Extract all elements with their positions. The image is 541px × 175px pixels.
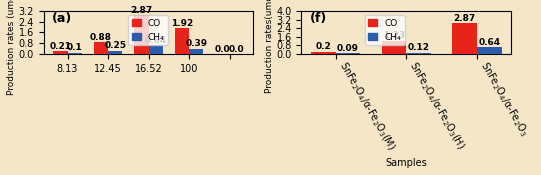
Bar — [68, 53, 82, 54]
Y-axis label: Production rates (umol/g/h): Production rates (umol/g/h) — [7, 0, 16, 95]
Bar — [406, 53, 431, 54]
Bar — [94, 42, 108, 54]
Bar — [189, 49, 203, 54]
Bar — [175, 28, 189, 54]
Text: 0.12: 0.12 — [407, 43, 430, 52]
Bar — [149, 45, 163, 54]
Text: 0.21: 0.21 — [49, 42, 71, 51]
Bar — [108, 51, 122, 54]
Y-axis label: Production rates(umol/g/h): Production rates(umol/g/h) — [265, 0, 274, 93]
Text: 0.64: 0.64 — [144, 36, 167, 45]
Text: 0.64: 0.64 — [478, 38, 500, 47]
Bar — [335, 53, 360, 54]
Bar — [54, 51, 68, 54]
Bar — [452, 23, 477, 54]
Text: 0.1: 0.1 — [67, 43, 83, 52]
Bar — [135, 15, 149, 54]
Text: 2.87: 2.87 — [130, 6, 153, 15]
Text: (f): (f) — [310, 12, 327, 25]
Legend: CO, CH₄: CO, CH₄ — [128, 15, 168, 45]
Bar — [311, 52, 335, 54]
Bar — [477, 47, 502, 54]
Bar — [381, 41, 406, 54]
Text: 1.23: 1.23 — [383, 31, 405, 40]
Text: 2.87: 2.87 — [453, 14, 476, 23]
Text: 0.2: 0.2 — [315, 42, 331, 51]
Text: 0.39: 0.39 — [185, 39, 207, 48]
Legend: CO, CH₄: CO, CH₄ — [365, 15, 405, 45]
Text: 0.25: 0.25 — [104, 41, 126, 50]
Text: 0.0: 0.0 — [229, 45, 245, 54]
Text: 0.0: 0.0 — [215, 45, 230, 54]
Text: (a): (a) — [52, 12, 72, 25]
Text: 0.88: 0.88 — [90, 33, 112, 42]
Text: 0.09: 0.09 — [337, 44, 359, 53]
Text: 1.92: 1.92 — [171, 19, 193, 28]
X-axis label: Samples: Samples — [385, 158, 427, 168]
